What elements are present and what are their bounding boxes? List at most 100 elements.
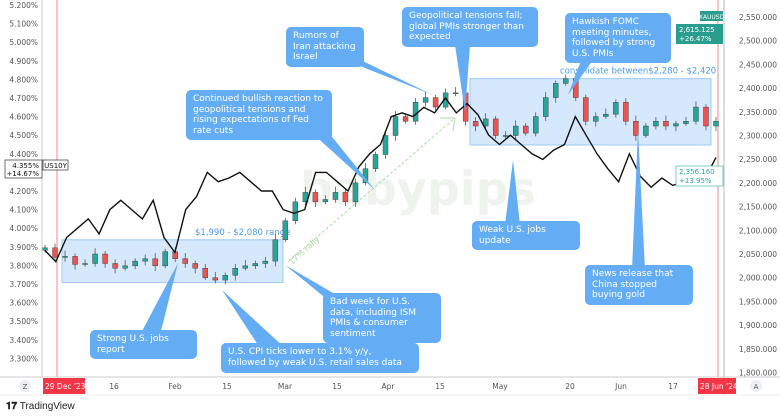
candle-body	[613, 102, 619, 115]
candle-body	[492, 118, 499, 136]
candle	[332, 186, 339, 203]
candle-body	[452, 92, 459, 95]
annotation-pointer	[632, 130, 645, 270]
right-tick-label: 2,400.000	[739, 84, 777, 93]
candle-body	[312, 192, 319, 203]
xau-tag-box	[700, 11, 723, 21]
candle	[242, 260, 248, 271]
right-tick-label: 2,500.000	[739, 37, 777, 46]
candle	[262, 256, 269, 268]
candle	[523, 123, 529, 136]
candle	[182, 253, 188, 268]
left-tick-label: 3.400%	[9, 336, 38, 345]
annotation-bad-week[interactable]: Bad week for U.S. data, including ISM PM…	[323, 293, 441, 343]
candle	[62, 250, 68, 262]
candle-body	[563, 78, 569, 84]
candle	[432, 94, 439, 113]
candle	[92, 248, 98, 267]
candle-body	[242, 265, 248, 269]
xau-price-box	[675, 165, 724, 187]
left-tick-label: 4.000%	[9, 224, 38, 233]
candle	[643, 123, 649, 138]
right-tick-label: 2,250.000	[739, 155, 777, 164]
xau-last-box	[676, 24, 723, 44]
annotation-pointer	[222, 290, 285, 348]
right-tick-label: 2,350.000	[739, 108, 777, 117]
x-tick-label: 15	[332, 382, 342, 391]
candle	[543, 91, 549, 121]
left-axis[interactable]	[0, 0, 42, 377]
left-tick-label: 4.200%	[9, 187, 38, 196]
candle-body	[262, 260, 269, 264]
auto-scale-button[interactable]	[750, 380, 762, 392]
left-tick-label: 4.500%	[9, 131, 38, 140]
candle	[202, 263, 208, 281]
candle	[372, 151, 379, 172]
annotation-cpi[interactable]: U.S. CPI ticks lower to 3.1% y/y, follow…	[221, 343, 419, 373]
candle-body	[212, 277, 218, 281]
candle	[472, 117, 479, 132]
annotation-strong-jobs[interactable]: Strong U.S. jobs report	[90, 330, 197, 359]
right-tick-label: 2,150.000	[739, 203, 777, 212]
watermark: babypips	[300, 162, 536, 216]
annotation-weak-jobs[interactable]: Weak U.S. jobs update	[472, 221, 580, 250]
candle-body	[583, 97, 589, 122]
x-tick-label: Jun	[614, 382, 627, 391]
candle-body	[663, 121, 669, 127]
x-tick-label: 15	[435, 382, 445, 391]
right-tick-label: 2,550.000	[739, 13, 777, 22]
annotation-pointer	[505, 160, 520, 225]
candle	[663, 115, 669, 131]
xau-change: +26.47%	[679, 35, 712, 43]
right-tick-label: 2,300.000	[739, 132, 777, 141]
candle-body	[332, 192, 339, 200]
us10y-last-value-box	[4, 159, 43, 179]
candle	[352, 178, 359, 208]
candle	[492, 116, 499, 139]
candle-body	[482, 118, 489, 127]
annotation-china-gold[interactable]: News release that China stopped buying g…	[585, 265, 693, 305]
candle-body	[122, 265, 128, 269]
left-tick-label: 4.100%	[9, 206, 38, 215]
candle-body	[52, 247, 58, 258]
start-date: 29 Dec '23	[45, 382, 86, 391]
annotation-tensions-fall[interactable]: Geopolitical tensions fall; global PMIs …	[402, 7, 538, 47]
candle-body	[432, 97, 439, 108]
right-tick-label: 2,000.000	[739, 274, 777, 283]
right-tick-label: 2,200.000	[739, 179, 777, 188]
candle	[533, 112, 539, 137]
candle-body	[342, 192, 349, 203]
right-tick-label: 2,450.000	[739, 60, 777, 69]
annotation-iran-rumors[interactable]: Rumors of Iran attacking Israel	[286, 27, 364, 67]
left-tick-label: 4.800%	[9, 75, 38, 84]
candle-body	[553, 83, 559, 98]
annotation-fed-cuts[interactable]: Continued bullish reaction to geopolitic…	[186, 90, 332, 140]
us10y-last: 4.355%	[12, 162, 39, 170]
candle-body	[593, 116, 599, 122]
candle	[252, 260, 259, 270]
zoom-left-button[interactable]	[19, 380, 31, 392]
candle	[482, 113, 489, 129]
right-tick-label: 1,850.000	[739, 345, 777, 354]
left-tick-label: 4.400%	[9, 150, 38, 159]
annotation-pointer	[285, 265, 345, 300]
candle-body	[422, 97, 429, 103]
candle	[613, 99, 619, 118]
candle	[402, 113, 409, 124]
candle-body	[282, 220, 289, 240]
candle	[703, 104, 709, 131]
candle-body	[142, 258, 148, 262]
candle-body	[683, 121, 689, 124]
annotation-fomc[interactable]: Hawkish FOMC meeting minutes, followed b…	[565, 13, 671, 63]
candle	[52, 243, 58, 261]
candle-body	[322, 199, 329, 203]
candle	[122, 260, 128, 271]
tradingview-logo[interactable]: 𝟏𝟕 TradingView	[6, 401, 75, 412]
candle-body	[372, 154, 379, 169]
candle-body	[232, 268, 238, 276]
price-chart[interactable]: babypips $1,990 - $2,080 range consolidat…	[0, 0, 780, 400]
candle	[132, 258, 138, 270]
candle	[683, 117, 689, 127]
start-date-badge	[43, 378, 85, 394]
right-axis[interactable]	[724, 0, 780, 377]
